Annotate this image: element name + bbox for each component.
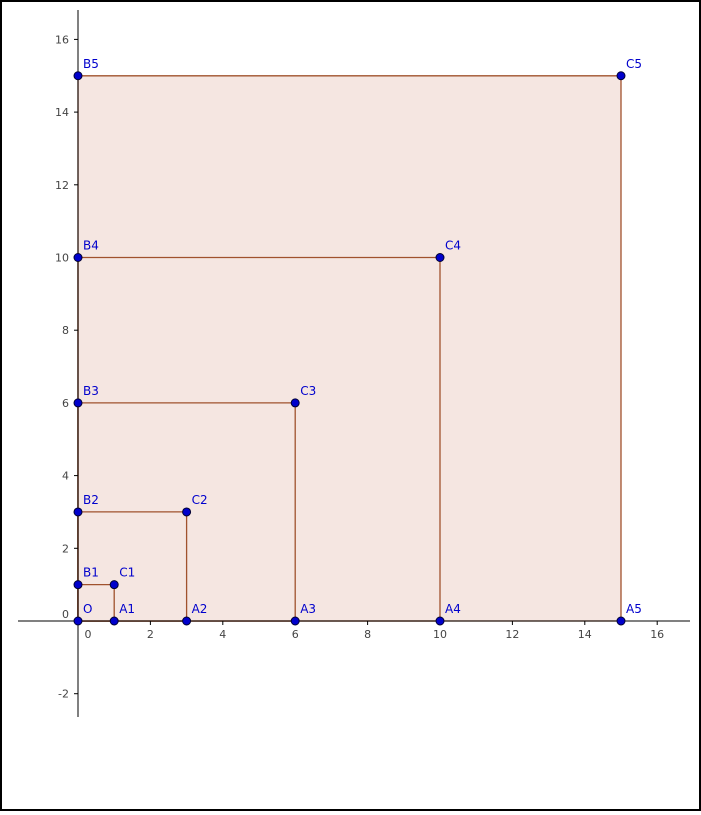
y-tick-label: 0 — [62, 608, 69, 621]
point-label-c4: C4 — [445, 239, 461, 253]
x-tick-label: 12 — [505, 628, 519, 641]
point-label-b1: B1 — [83, 566, 99, 580]
point-label-a3: A3 — [300, 602, 316, 616]
squares-layer — [77, 75, 622, 622]
point-label-b3: B3 — [83, 384, 99, 398]
point-label-a5: A5 — [626, 602, 642, 616]
y-tick-label: 2 — [62, 542, 69, 555]
point-a1[interactable] — [109, 616, 119, 626]
point-label-a2: A2 — [192, 602, 208, 616]
x-tick-label: 2 — [147, 628, 154, 641]
point-b5[interactable] — [73, 71, 83, 81]
y-tick-label: 8 — [62, 324, 69, 337]
point-label-c1: C1 — [119, 566, 135, 580]
x-tick-label: 10 — [433, 628, 447, 641]
x-tick-label: 0 — [85, 628, 92, 641]
point-a2[interactable] — [182, 616, 192, 626]
x-tick-label: 14 — [578, 628, 592, 641]
y-tick-label: 14 — [55, 106, 69, 119]
x-tick-label: 6 — [292, 628, 299, 641]
point-o[interactable] — [73, 616, 83, 626]
point-label-a1: A1 — [119, 602, 135, 616]
point-b2[interactable] — [73, 507, 83, 517]
point-label-b5: B5 — [83, 57, 99, 71]
point-a3[interactable] — [290, 616, 300, 626]
x-tick-label: 8 — [364, 628, 371, 641]
point-label-o: O — [83, 602, 92, 616]
y-tick-label: 6 — [62, 397, 69, 410]
y-tick-label: 16 — [55, 33, 69, 46]
x-tick-label: 4 — [219, 628, 226, 641]
y-tick-label: 10 — [55, 252, 69, 265]
point-c4[interactable] — [435, 253, 445, 262]
y-tick-label: 12 — [55, 179, 69, 192]
point-b3[interactable] — [73, 398, 83, 408]
point-b1[interactable] — [73, 580, 83, 590]
point-c1[interactable] — [109, 580, 119, 590]
point-label-b4: B4 — [83, 239, 99, 253]
x-tick-label: 16 — [650, 628, 664, 641]
y-tick-label: -2 — [58, 688, 69, 701]
point-label-c3: C3 — [300, 384, 316, 398]
points-layer: O A1 A2 A3 A4 A5 B1 B2 B3 B4 B5 C1 C2 C3 C4 C5 — [73, 57, 642, 626]
point-b4[interactable] — [73, 253, 83, 262]
y-tick-label: 4 — [62, 470, 69, 483]
point-label-a4: A4 — [445, 602, 461, 616]
point-c5[interactable] — [616, 71, 626, 81]
point-c3[interactable] — [290, 398, 300, 408]
point-a4[interactable] — [435, 616, 445, 626]
point-c2[interactable] — [182, 507, 192, 517]
point-label-b2: B2 — [83, 493, 99, 507]
point-a5[interactable] — [616, 616, 626, 626]
point-label-c5: C5 — [626, 57, 642, 71]
point-label-c2: C2 — [192, 493, 208, 507]
